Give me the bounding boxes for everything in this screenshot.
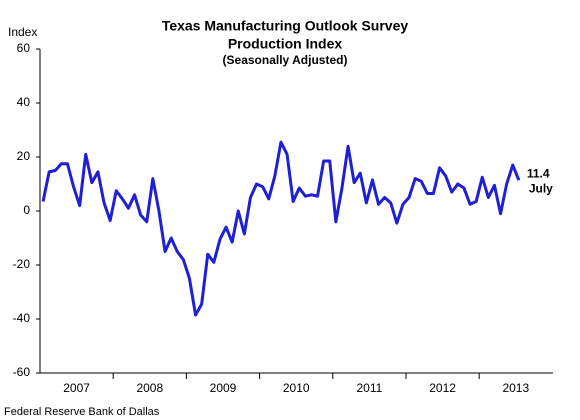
- annotation: July: [529, 181, 553, 195]
- y-tick-label: 40: [17, 95, 31, 109]
- chart-title: Texas Manufacturing Outlook Survey: [162, 18, 409, 34]
- y-tick-label: -60: [13, 365, 31, 379]
- x-tick-label: 2009: [210, 381, 237, 395]
- chart-note: (Seasonally Adjusted): [223, 53, 348, 67]
- y-tick-label: -20: [13, 257, 31, 271]
- source: Federal Reserve Bank of Dallas: [4, 406, 160, 418]
- x-tick-label: 2010: [283, 381, 310, 395]
- x-tick-label: 2011: [356, 381, 382, 395]
- x-tick-label: 2012: [429, 381, 456, 395]
- y-tick-label: 20: [17, 149, 31, 163]
- y-tick-label: 60: [17, 41, 31, 55]
- value-label: 11.4: [527, 166, 550, 180]
- x-tick-label: 2008: [136, 381, 163, 395]
- y-tick-label: -40: [13, 311, 31, 325]
- series-line: [41, 140, 521, 317]
- x-tick-label: 2007: [63, 381, 90, 395]
- y-tick-label: 0: [23, 203, 30, 217]
- x-tick-label: 2013: [502, 381, 529, 395]
- y-axis-label: Index: [8, 25, 37, 39]
- chart-subtitle: Production Index: [228, 36, 343, 52]
